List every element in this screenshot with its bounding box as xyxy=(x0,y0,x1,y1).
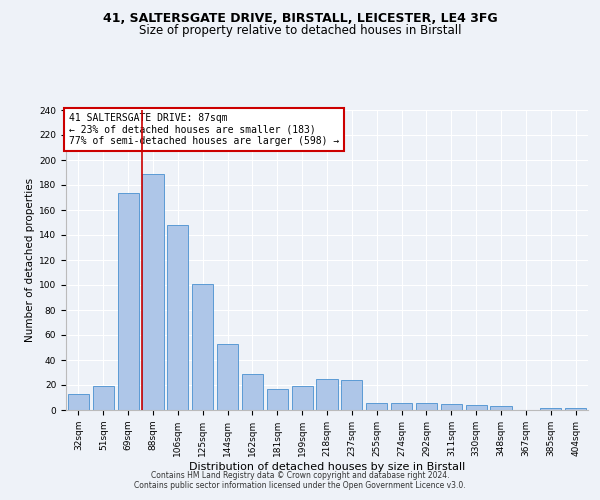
Text: 41, SALTERSGATE DRIVE, BIRSTALL, LEICESTER, LE4 3FG: 41, SALTERSGATE DRIVE, BIRSTALL, LEICEST… xyxy=(103,12,497,26)
Bar xyxy=(217,344,238,410)
Text: Size of property relative to detached houses in Birstall: Size of property relative to detached ho… xyxy=(139,24,461,37)
Bar xyxy=(316,379,338,410)
Bar xyxy=(416,402,437,410)
Bar xyxy=(540,408,561,410)
Bar xyxy=(441,404,462,410)
Bar xyxy=(242,374,263,410)
Bar xyxy=(366,402,387,410)
Bar xyxy=(565,408,586,410)
Bar xyxy=(391,402,412,410)
Text: 41 SALTERSGATE DRIVE: 87sqm
← 23% of detached houses are smaller (183)
77% of se: 41 SALTERSGATE DRIVE: 87sqm ← 23% of det… xyxy=(68,113,339,146)
Bar xyxy=(292,386,313,410)
Bar xyxy=(192,284,213,410)
Bar xyxy=(118,192,139,410)
Bar xyxy=(267,389,288,410)
Bar xyxy=(341,380,362,410)
Bar xyxy=(466,405,487,410)
X-axis label: Distribution of detached houses by size in Birstall: Distribution of detached houses by size … xyxy=(189,462,465,471)
Bar xyxy=(93,386,114,410)
Y-axis label: Number of detached properties: Number of detached properties xyxy=(25,178,35,342)
Bar xyxy=(68,394,89,410)
Text: Contains HM Land Registry data © Crown copyright and database right 2024.
Contai: Contains HM Land Registry data © Crown c… xyxy=(134,470,466,490)
Bar xyxy=(490,406,512,410)
Bar xyxy=(142,174,164,410)
Bar xyxy=(167,225,188,410)
